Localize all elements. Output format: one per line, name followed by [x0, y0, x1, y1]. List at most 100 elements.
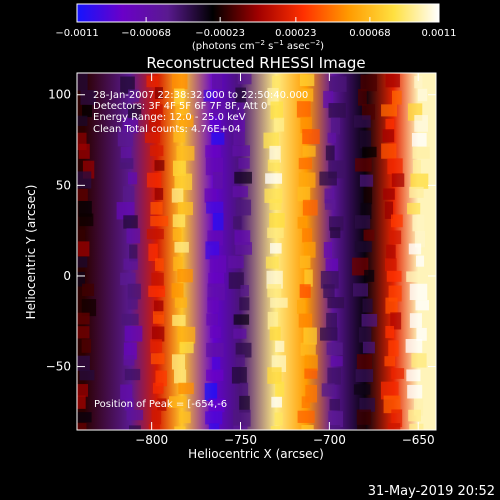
- image-blob: [299, 74, 315, 87]
- image-blob: [300, 342, 316, 356]
- image-blob: [77, 115, 88, 126]
- image-blob: [320, 270, 339, 289]
- image-blob: [212, 213, 224, 231]
- image-blob: [208, 398, 225, 413]
- image-blob: [77, 73, 88, 91]
- image-blob: [152, 382, 164, 394]
- image-blob: [407, 202, 421, 215]
- image-blob: [405, 339, 423, 353]
- image-blob: [331, 117, 341, 135]
- image-blob: [356, 354, 373, 370]
- colorbar-tick-label: −0.00023: [195, 28, 245, 39]
- image-blob: [146, 228, 164, 240]
- image-blob: [212, 73, 223, 90]
- image-blob: [269, 145, 281, 163]
- image-blob: [232, 186, 248, 198]
- image-blob: [324, 188, 335, 204]
- image-blob: [146, 172, 162, 188]
- image-blob: [210, 326, 221, 339]
- image-blob: [381, 104, 397, 117]
- image-blob: [173, 256, 183, 271]
- image-blob: [123, 258, 138, 270]
- image-blob: [154, 87, 163, 99]
- x-tick-label: −700: [313, 433, 346, 447]
- image-blob: [353, 384, 371, 395]
- image-blob: [358, 327, 372, 343]
- image-blob: [148, 424, 160, 430]
- image-blob: [381, 143, 397, 159]
- image-blob: [151, 409, 162, 425]
- image-blob: [174, 426, 186, 430]
- image-blobs: [77, 73, 430, 430]
- image-blob: [275, 340, 285, 353]
- image-blob: [172, 314, 186, 326]
- image-blob: [355, 369, 374, 383]
- image-blob: [407, 384, 423, 399]
- image-blob: [122, 117, 139, 134]
- image-blob: [150, 202, 163, 215]
- image-blob: [236, 199, 252, 216]
- image-blob: [77, 423, 87, 430]
- image-blob: [176, 145, 195, 161]
- image-blob: [174, 369, 187, 384]
- image-blob: [391, 214, 403, 228]
- image-blob: [353, 115, 371, 128]
- image-blob: [239, 297, 250, 311]
- image-blob: [267, 284, 282, 298]
- image-blob: [327, 297, 345, 309]
- image-blob: [329, 76, 347, 92]
- image-blob: [175, 104, 190, 115]
- image-blob: [301, 396, 311, 409]
- image-blob: [171, 283, 184, 299]
- image-blob: [150, 339, 162, 353]
- image-blob: [386, 270, 402, 282]
- image-blob: [77, 271, 86, 287]
- image-blob: [120, 384, 133, 400]
- colorbar-ticks: −0.0011 −0.00068 −0.00023 0.00023 0.00068 0.0…: [55, 17, 457, 39]
- image-blob: [302, 199, 318, 216]
- image-blob: [127, 297, 138, 310]
- image-blob: [380, 381, 399, 400]
- image-blob: [382, 129, 395, 143]
- image-blob: [148, 285, 165, 297]
- image-blob: [415, 230, 426, 248]
- image-blob: [388, 285, 402, 302]
- image-blob: [79, 213, 94, 227]
- image-blob: [233, 328, 247, 339]
- image-blob: [150, 215, 169, 227]
- x-tick-label: −650: [402, 433, 435, 447]
- image-blob: [362, 298, 373, 313]
- image-blob: [296, 299, 306, 314]
- image-blob: [206, 342, 224, 358]
- image-blob: [323, 284, 335, 299]
- image-blob: [153, 300, 164, 315]
- image-blob: [354, 215, 371, 229]
- image-blob: [305, 384, 318, 403]
- y-tick-label: −50: [46, 360, 71, 374]
- image-blob: [152, 326, 165, 342]
- image-blob: [299, 284, 311, 298]
- image-blob: [155, 370, 167, 387]
- image-blob: [128, 104, 142, 120]
- image-blob: [231, 367, 247, 384]
- image-blob: [120, 146, 132, 163]
- image-blob: [265, 173, 283, 184]
- image-blob: [267, 227, 284, 238]
- image-blob: [319, 171, 337, 186]
- image-blob: [301, 425, 314, 430]
- image-blob: [153, 311, 165, 324]
- image-blob: [78, 143, 90, 159]
- image-blob: [411, 132, 427, 147]
- image-blob: [228, 255, 244, 269]
- image-blob: [233, 130, 245, 146]
- colorbar-unit-label: (photons cm−2 s−1 asec−2): [192, 39, 324, 52]
- image-blob: [417, 88, 428, 102]
- image-blob: [82, 160, 95, 179]
- image-blob: [144, 132, 160, 143]
- image-blob: [148, 243, 158, 262]
- image-blob: [385, 325, 395, 339]
- image-blob: [296, 101, 311, 118]
- image-blob: [360, 74, 377, 92]
- image-blob: [297, 410, 315, 423]
- image-blob: [302, 145, 316, 157]
